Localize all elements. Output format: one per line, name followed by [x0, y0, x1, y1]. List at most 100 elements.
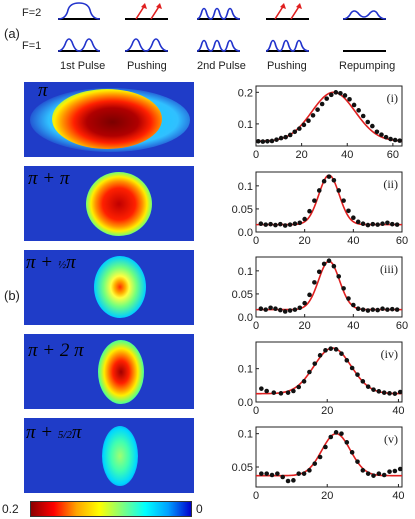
- x-tick-label: 40: [341, 149, 353, 161]
- data-point: [307, 292, 312, 298]
- step-label-repumping: Repumping: [339, 60, 396, 72]
- data-point: [365, 471, 371, 476]
- y-tick-label: 0.0: [238, 312, 253, 324]
- data-point: [316, 269, 322, 275]
- data-point: [302, 300, 307, 306]
- panel-a-tag: (a): [4, 26, 20, 41]
- data-point: [381, 472, 387, 478]
- data-point: [324, 96, 330, 101]
- step-2nd-pulse-diagram: [196, 7, 241, 52]
- image-caption-2: π + π: [28, 168, 70, 189]
- plot-panel-label: (v): [384, 432, 398, 446]
- x-tick-label: 0: [253, 490, 259, 502]
- plot-frame: [255, 341, 403, 403]
- profile-plot-1: 0 20 40 60 0.1 0.2 (i): [238, 85, 403, 161]
- x-tick-label: 20: [321, 405, 333, 417]
- data-point: [342, 93, 348, 98]
- data-point: [388, 136, 393, 142]
- data-point: [326, 258, 332, 263]
- fit-curve: [256, 174, 402, 226]
- y-tick-label: 0.0: [238, 397, 253, 409]
- data-point: [392, 468, 398, 474]
- absorption-image-2: [24, 166, 194, 241]
- step-repumping-diagram: [342, 10, 387, 52]
- data-point: [338, 90, 343, 96]
- data-point: [376, 471, 382, 476]
- plot-panel-label: (ii): [383, 177, 398, 191]
- data-point: [291, 478, 296, 483]
- data-point: [269, 472, 275, 478]
- data-point: [371, 387, 376, 392]
- data-point: [317, 454, 323, 460]
- data-point: [383, 134, 389, 140]
- data-point: [264, 388, 269, 394]
- data-point: [376, 389, 382, 394]
- data-point: [323, 444, 328, 450]
- level-diagram: [57, 2, 387, 52]
- data-point: [339, 431, 344, 436]
- data-point: [312, 361, 318, 366]
- data-point: [310, 113, 316, 118]
- data-point: [328, 346, 334, 351]
- data-point: [389, 221, 395, 227]
- profile-plot-2: 0 20 40 60 0.0 0.05 0.1 (ii): [232, 171, 408, 247]
- data-point: [394, 222, 400, 227]
- data-point: [375, 307, 380, 313]
- data-point: [397, 389, 403, 395]
- data-point: [392, 137, 398, 143]
- data-point: [397, 466, 403, 472]
- data-point: [355, 306, 361, 311]
- data-point: [349, 365, 355, 371]
- panel-b-tag: (b): [4, 288, 20, 303]
- data-point: [296, 471, 302, 476]
- data-point: [365, 308, 371, 313]
- data-point: [265, 138, 270, 144]
- data-point: [374, 129, 380, 135]
- step-label-pushing-2: Pushing: [267, 60, 307, 72]
- data-point: [387, 469, 392, 474]
- data-point: [360, 468, 366, 473]
- data-point: [278, 307, 283, 313]
- data-point: [297, 126, 302, 131]
- data-point: [292, 221, 298, 226]
- profile-plot-4: 0 20 40 0.0 0.1 (iv): [238, 341, 405, 417]
- step-label-pushing-1: Pushing: [127, 60, 167, 72]
- data-point: [285, 478, 291, 484]
- data-point: [392, 391, 398, 396]
- plot-panel-label: (iv): [381, 347, 398, 361]
- data-point: [278, 391, 284, 396]
- data-point: [326, 174, 332, 179]
- data-point: [297, 305, 303, 311]
- y-tick-label: 0.05: [232, 462, 253, 474]
- data-point: [351, 102, 357, 108]
- data-point: [344, 440, 350, 445]
- data-point: [278, 221, 283, 227]
- y-tick-label: 0.0: [238, 227, 253, 239]
- data-point: [389, 306, 395, 312]
- data-point: [282, 223, 288, 228]
- data-point: [258, 221, 264, 226]
- image-caption-3: π + ½π: [26, 252, 76, 273]
- data-point: [264, 471, 269, 476]
- data-point: [312, 461, 318, 466]
- plot-panel-label: (iii): [380, 262, 398, 276]
- data-point: [331, 263, 337, 269]
- data-point: [273, 306, 278, 311]
- fit-curve: [256, 432, 402, 477]
- data-point: [360, 379, 366, 384]
- data-point: [263, 307, 269, 312]
- y-tick-label: 0.1: [238, 266, 253, 278]
- data-point: [263, 222, 269, 227]
- data-point: [355, 459, 360, 464]
- data-point: [370, 123, 375, 129]
- x-tick-label: 40: [392, 405, 404, 417]
- y-tick-label: 0.05: [232, 289, 253, 301]
- data-point: [344, 358, 350, 363]
- plot-frame: [255, 426, 403, 488]
- profile-plot-5: 0 20 40 0.05 0.1 (v): [232, 426, 405, 502]
- x-tick-label: 40: [347, 235, 359, 247]
- f2-label: F=2: [22, 7, 42, 19]
- data-point: [349, 450, 355, 455]
- data-point: [371, 473, 376, 478]
- x-tick-label: 20: [299, 320, 311, 332]
